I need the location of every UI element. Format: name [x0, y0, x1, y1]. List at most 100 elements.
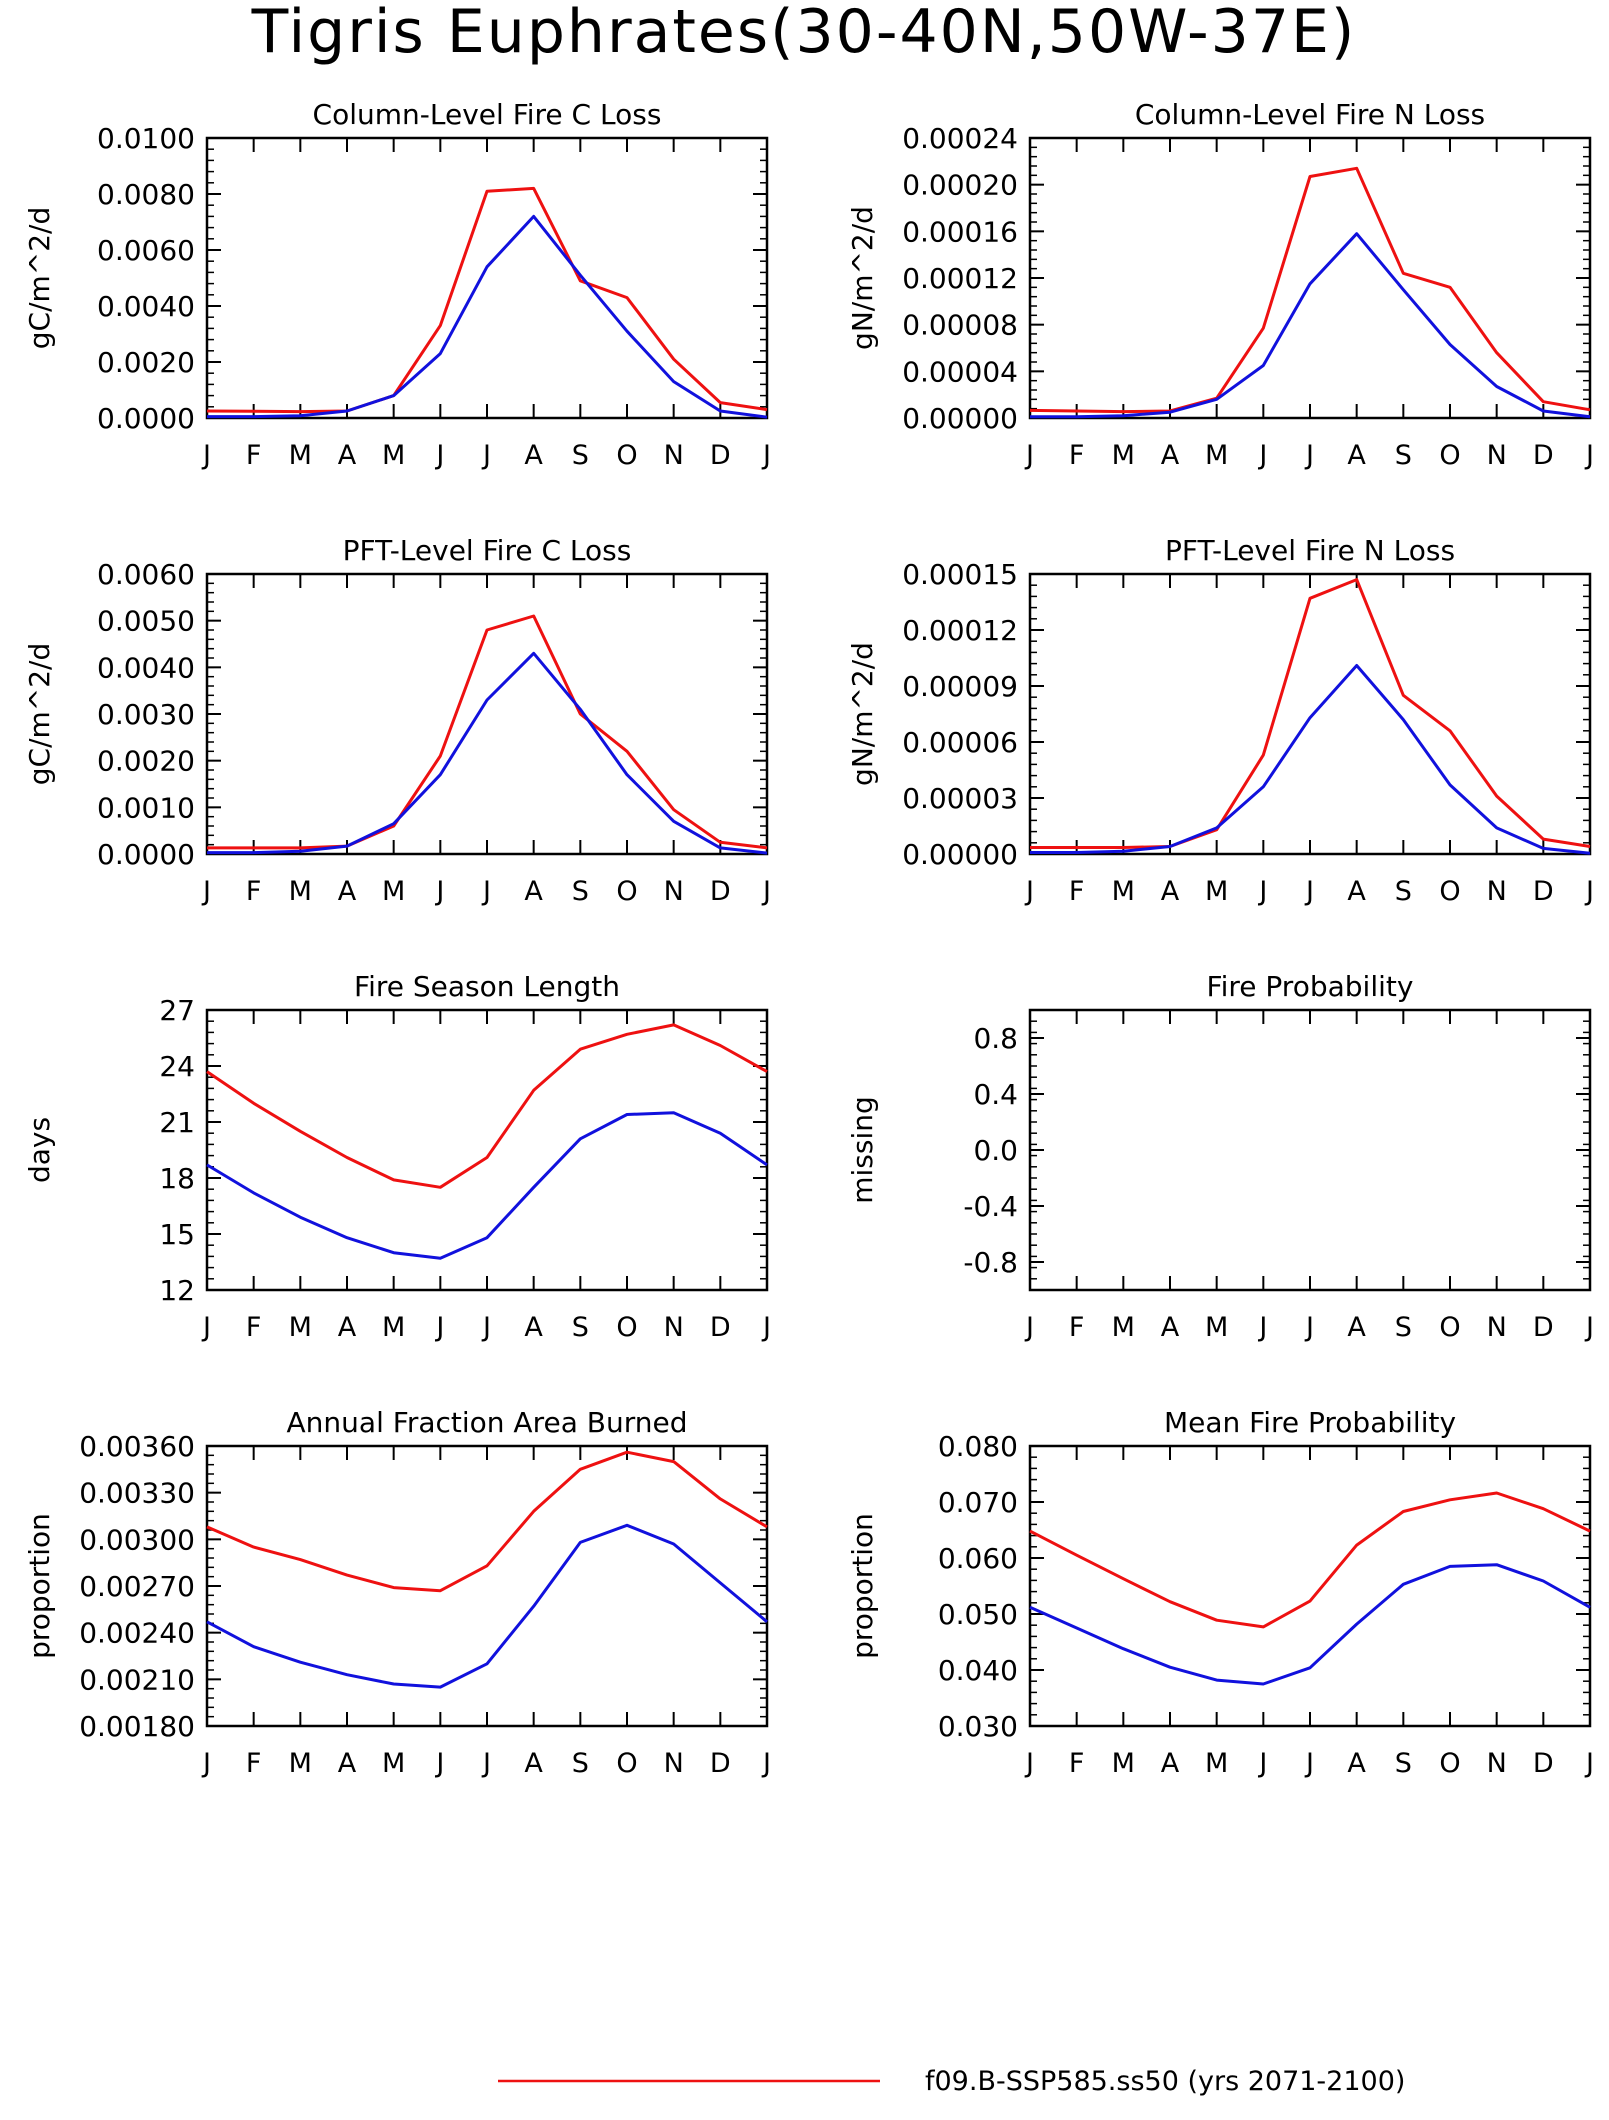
series-line-2 — [1030, 232, 1591, 419]
y-tick-label: 0.0010 — [97, 791, 195, 824]
x-tick-label: O — [1439, 1748, 1460, 1779]
x-tick-label: F — [246, 440, 262, 471]
x-tick-label: J — [481, 440, 491, 471]
x-tick-label: N — [664, 876, 684, 907]
x-tick-label: S — [572, 440, 589, 471]
x-tick-label: S — [1395, 1312, 1412, 1343]
y-axis-label: days — [23, 1117, 56, 1183]
x-tick-label: D — [710, 1312, 731, 1343]
x-tick-label: M — [382, 440, 405, 471]
y-axis-label: gN/m^2/d — [846, 206, 879, 350]
series-line-1 — [1030, 578, 1591, 849]
x-tick-label: M — [1205, 1312, 1228, 1343]
x-tick-label: O — [1439, 440, 1460, 471]
y-tick-label: 0.00012 — [902, 262, 1018, 295]
x-tick-label: A — [524, 1312, 543, 1343]
x-tick-label: F — [246, 1748, 262, 1779]
y-tick-label: 0.050 — [938, 1598, 1018, 1631]
x-tick-label: J — [1304, 876, 1314, 907]
x-tick-label: J — [434, 1312, 444, 1343]
plot-frame — [1028, 1444, 1592, 1728]
x-tick-label: J — [761, 1748, 771, 1779]
y-tick-label: 0.0 — [973, 1134, 1018, 1167]
y-tick-label: 0.030 — [938, 1710, 1018, 1743]
x-tick-label: D — [710, 1748, 731, 1779]
series-line-1 — [206, 1023, 768, 1189]
y-tick-label: 0.070 — [938, 1486, 1018, 1519]
x-tick-label: A — [1347, 876, 1366, 907]
chart-title: PFT-Level Fire C Loss — [343, 534, 632, 567]
x-tick-label: J — [434, 1748, 444, 1779]
y-tick-label: 0.00210 — [79, 1663, 195, 1696]
chart-title: Column-Level Fire N Loss — [1135, 98, 1485, 131]
x-tick-label: F — [246, 1312, 262, 1343]
y-tick-label: 0.0100 — [97, 122, 195, 155]
x-tick-label: A — [338, 1748, 357, 1779]
x-tick-label: J — [201, 1748, 211, 1779]
x-tick-label: J — [481, 876, 491, 907]
y-tick-label: 0.00009 — [902, 670, 1018, 703]
x-tick-label: A — [1161, 876, 1180, 907]
series-line-2 — [207, 214, 768, 419]
x-tick-label: S — [572, 1312, 589, 1343]
x-tick-label: S — [572, 876, 589, 907]
x-tick-label: A — [524, 1748, 543, 1779]
x-tick-label: A — [338, 876, 357, 907]
x-tick-label: J — [1584, 876, 1594, 907]
y-tick-label: 0.0080 — [97, 178, 195, 211]
plot-frame — [205, 136, 769, 420]
y-tick-label: 21 — [159, 1106, 195, 1139]
y-tick-label: 27 — [159, 994, 195, 1027]
y-tick-label: 0.0000 — [97, 402, 195, 435]
y-tick-label: 0.0030 — [97, 698, 195, 731]
y-tick-label: 0.00330 — [79, 1477, 195, 1510]
x-tick-label: F — [1069, 440, 1085, 471]
y-axis-label: proportion — [846, 1513, 879, 1659]
legend: f09.B-SSP585.ss50 (yrs 2071-2100) — [498, 2066, 1405, 2097]
y-tick-label: 12 — [159, 1274, 195, 1307]
y-tick-label: 0.040 — [938, 1654, 1018, 1687]
chart-title: Column-Level Fire C Loss — [313, 98, 662, 131]
y-tick-label: 0.00024 — [902, 122, 1018, 155]
x-tick-label: M — [289, 440, 312, 471]
x-tick-label: J — [1024, 440, 1034, 471]
x-tick-label: J — [761, 876, 771, 907]
x-tick-label: M — [382, 876, 405, 907]
x-tick-label: N — [664, 440, 684, 471]
x-tick-label: J — [1584, 1748, 1594, 1779]
x-tick-label: A — [1161, 1748, 1180, 1779]
x-tick-label: M — [1112, 440, 1135, 471]
y-tick-label: 0.00012 — [902, 614, 1018, 647]
series-line-1 — [206, 1450, 768, 1593]
x-tick-label: J — [1304, 440, 1314, 471]
x-tick-label: J — [434, 440, 444, 471]
x-tick-label: N — [1487, 1748, 1507, 1779]
y-tick-label: 0.0050 — [97, 605, 195, 638]
x-tick-label: M — [382, 1748, 405, 1779]
y-tick-label: 0.0060 — [97, 234, 195, 267]
chart-title: Annual Fraction Area Burned — [287, 1406, 688, 1439]
x-tick-label: M — [1205, 876, 1228, 907]
x-tick-label: M — [1205, 1748, 1228, 1779]
x-tick-label: M — [1112, 1312, 1135, 1343]
x-tick-label: D — [1533, 1748, 1554, 1779]
y-tick-label: 0.8 — [973, 1022, 1018, 1055]
x-tick-label: J — [1257, 440, 1267, 471]
figure-title: Tigris Euphrates(30-40N,50W-37E) — [251, 0, 1357, 67]
x-tick-label: O — [1439, 1312, 1460, 1343]
y-tick-label: 0.4 — [973, 1078, 1018, 1111]
x-tick-label: J — [434, 876, 444, 907]
x-tick-label: J — [1257, 1748, 1267, 1779]
x-tick-label: J — [1584, 1312, 1594, 1343]
x-tick-label: J — [1304, 1312, 1314, 1343]
y-tick-label: 0.060 — [938, 1542, 1018, 1575]
y-tick-label: 0.00006 — [902, 726, 1018, 759]
x-tick-label: A — [524, 440, 543, 471]
y-axis-label: missing — [846, 1096, 879, 1204]
